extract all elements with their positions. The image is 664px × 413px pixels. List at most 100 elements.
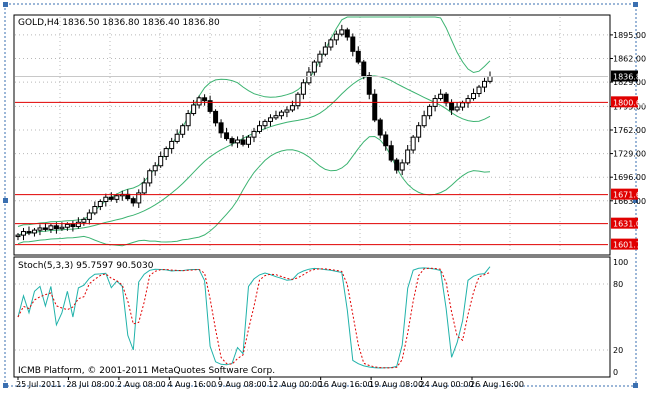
candle-bull xyxy=(256,125,262,132)
level-price-tag-label: 1631.02 xyxy=(613,220,646,229)
price-grid xyxy=(15,17,608,253)
price-tick-label: 1829.00 xyxy=(613,78,646,87)
resize-handle-ml[interactable] xyxy=(3,198,8,203)
horizontal-levels[interactable] xyxy=(15,101,608,246)
price-tick-label: 1729.00 xyxy=(613,150,646,159)
candle-bull xyxy=(92,206,98,214)
price-tags: 1836.80 1800.68 1671.61 1631.02 1601.73 xyxy=(15,70,646,250)
resize-handle-tr[interactable] xyxy=(633,2,638,7)
candle-bull xyxy=(333,33,339,41)
candle-bear xyxy=(213,110,219,124)
time-label: 28 Jul 08:00 xyxy=(66,380,114,389)
candle-bear xyxy=(383,134,389,147)
candle-bull xyxy=(284,109,290,113)
price-axis: 1895.001862.001829.001795.001762.001729.… xyxy=(610,31,646,206)
stoch-level-label: 20 xyxy=(613,346,623,355)
candle-bull xyxy=(20,231,26,236)
candle-bull xyxy=(267,117,273,122)
candle-bull xyxy=(289,105,295,111)
candle-bear xyxy=(372,93,378,121)
candle-bull xyxy=(300,82,306,95)
candle-bull xyxy=(86,212,92,220)
candle-bear xyxy=(388,145,394,161)
candle-bull xyxy=(235,139,241,144)
time-label: 2 Aug 08:00 xyxy=(117,380,166,389)
price-pane[interactable] xyxy=(13,14,611,256)
candle-bull xyxy=(114,195,120,200)
time-label: 24 Aug 00:00 xyxy=(420,380,474,389)
resize-handle-br[interactable] xyxy=(633,383,638,388)
candle-bear xyxy=(377,119,383,136)
candle-bull xyxy=(399,162,405,171)
candle-bull xyxy=(191,104,197,115)
candle-bull xyxy=(174,133,180,142)
stoch-level-label: 80 xyxy=(613,280,623,289)
candle-bear xyxy=(26,231,32,234)
resize-handle-mr[interactable] xyxy=(633,198,638,203)
candle-bear xyxy=(449,102,455,111)
candle-bull xyxy=(427,105,433,117)
stoch-main-line xyxy=(17,266,491,369)
time-label: 4 Aug 16:00 xyxy=(167,380,216,389)
candle-bull xyxy=(476,86,482,95)
time-label: 9 Aug 08:00 xyxy=(218,380,267,389)
candle-bear xyxy=(224,132,230,140)
level-price-tag-label: 1601.73 xyxy=(613,241,646,250)
candle-bear xyxy=(366,75,372,95)
stochastic-lines xyxy=(17,266,491,369)
candle-bull xyxy=(328,39,334,48)
candle-bull xyxy=(169,140,175,150)
candle-bull xyxy=(31,229,37,234)
resize-handle-bl[interactable] xyxy=(3,383,8,388)
price-tick-label: 1862.00 xyxy=(613,54,646,63)
candle-bull xyxy=(37,227,43,231)
price-tick-label: 1663.00 xyxy=(613,197,646,206)
time-label: 16 Aug 16:00 xyxy=(319,380,373,389)
level-price-tag-label: 1671.61 xyxy=(613,191,646,200)
candle-bull xyxy=(306,71,312,84)
candle-bull xyxy=(405,149,411,164)
candlesticks xyxy=(15,24,493,241)
candle-bull xyxy=(482,80,488,88)
candle-bull xyxy=(15,234,21,238)
candle-bear xyxy=(207,100,213,112)
candle-bull xyxy=(59,226,65,230)
stochastic-pane[interactable] xyxy=(13,256,611,378)
candle-bear xyxy=(350,36,356,52)
candle-bull xyxy=(75,221,81,228)
stoch-level-label: 100 xyxy=(613,258,628,267)
current-price-tag-label: 1836.80 xyxy=(613,73,646,82)
candle-bear xyxy=(53,225,59,230)
candle-bull xyxy=(421,115,427,127)
candle-bull xyxy=(246,136,252,145)
candle-bull xyxy=(273,115,279,119)
candle-bull xyxy=(471,93,477,100)
stochastic-label: Stoch(5,3,3) 95.7597 90.5030 xyxy=(18,261,154,271)
candle-bear xyxy=(443,93,449,104)
candle-bull xyxy=(487,76,493,82)
level-price-tag xyxy=(611,217,638,229)
candle-bear xyxy=(202,97,208,102)
time-label: 19 Aug 08:00 xyxy=(369,380,423,389)
candle-bull xyxy=(317,53,323,63)
resize-handle-tl[interactable] xyxy=(3,2,8,7)
level-price-tag xyxy=(611,238,638,250)
time-label: 26 Aug 16:00 xyxy=(470,380,524,389)
candle-bull xyxy=(311,61,317,73)
candle-bull xyxy=(152,165,158,172)
candle-bull xyxy=(196,97,202,106)
stoch-signal-line xyxy=(17,267,491,369)
candle-bear xyxy=(355,50,361,63)
candle-bear xyxy=(42,227,48,230)
candle-bull xyxy=(278,111,284,117)
candle-bull xyxy=(295,93,301,107)
candle-bear xyxy=(218,122,224,134)
price-tick-label: 1696.00 xyxy=(613,173,646,182)
level-price-tag xyxy=(611,96,638,108)
candle-bull xyxy=(180,125,186,135)
candle-bull xyxy=(141,182,147,194)
candle-bull xyxy=(416,125,422,138)
candle-bull xyxy=(64,223,70,228)
candle-bull xyxy=(262,120,268,127)
